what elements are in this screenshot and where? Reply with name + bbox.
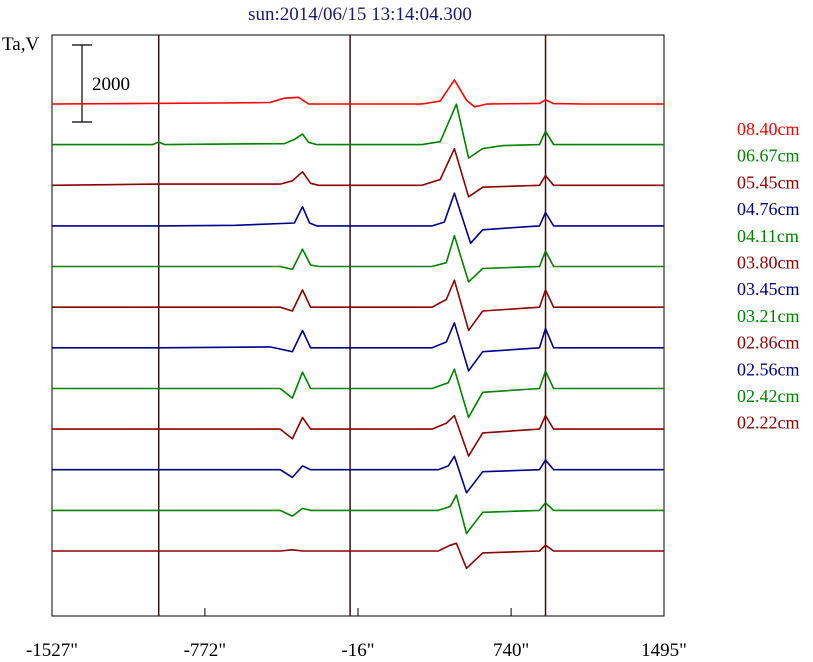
series-line-02-42cm (52, 494, 664, 535)
legend-entry: 06.67cm (737, 146, 800, 166)
legend-entry: 05.45cm (737, 172, 800, 192)
scale-bar-label: 2000 (92, 74, 130, 95)
x-tick-label: 740" (493, 640, 529, 661)
series-line-03-80cm (52, 279, 664, 332)
marker-lines (157, 35, 547, 616)
plot-frame (51, 34, 665, 617)
legend-entry: 03.21cm (737, 306, 800, 326)
series-lines (51, 79, 664, 570)
legend-entry: 04.11cm (737, 226, 799, 246)
x-tick-label: -1527" (26, 640, 78, 661)
legend-entry: 03.45cm (737, 279, 800, 299)
x-tick-label: -772" (184, 640, 227, 661)
series-line-02-56cm (52, 455, 664, 494)
legend-entry: 04.76cm (737, 199, 800, 219)
series-line-02-22cm (52, 542, 664, 570)
chart-title: sun:2014/06/15 13:14:04.300 (248, 4, 472, 25)
series-line-06-67cm (52, 103, 664, 159)
legend-entry: 02.22cm (737, 413, 800, 433)
legend-entry: 02.86cm (737, 333, 800, 353)
series-line-03-21cm (52, 368, 664, 419)
y-axis-label: Ta,V (2, 34, 39, 55)
series-line-02-86cm (52, 414, 664, 457)
series-line-08-40cm (51, 79, 664, 108)
legend-entry: 03.80cm (737, 253, 800, 273)
x-tick-label: -16" (341, 640, 374, 661)
legend: 08.40cm 06.67cm 05.45cm 04.76cm 04.11cm 03.80… (737, 119, 800, 433)
legend-entry: 02.42cm (737, 386, 800, 406)
series-line-03-45cm (52, 322, 664, 372)
series-line-05-45cm (51, 147, 664, 198)
x-tick-label: 1495" (641, 640, 687, 661)
series-line-04-11cm (52, 234, 664, 283)
legend-entry: 08.40cm (737, 119, 800, 139)
x-axis-ticks: -1527" -772" -16" 740" 1495" (26, 608, 687, 661)
scale-bar: 2000 (72, 44, 130, 123)
series-line-04-76cm (52, 192, 664, 244)
legend-entry: 02.56cm (737, 359, 800, 379)
